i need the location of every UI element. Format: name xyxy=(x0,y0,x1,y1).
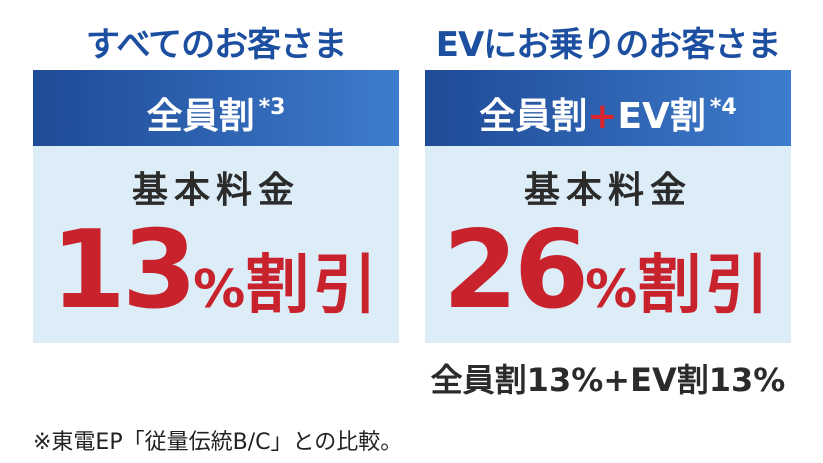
discount-box: 基本料金 13%割引 xyxy=(33,146,399,343)
panel-heading: EVにお乗りのお客さま xyxy=(435,25,782,65)
panel-ev: EVにお乗りのお客さま 全員割+EV割 *4 基本料金 26%割引 全員割13%+… xyxy=(425,20,791,401)
banner-text: 全員割 xyxy=(479,96,588,137)
discount-suffix: 割引 xyxy=(245,249,382,323)
banner-text: EV割 xyxy=(617,96,706,137)
panel-all: すべてのお客さま 全員割 *3 基本料金 13%割引 xyxy=(33,20,399,343)
note-ref: *4 xyxy=(709,95,737,120)
discount: 13%割引 xyxy=(33,216,399,357)
plus-sign: + xyxy=(587,96,618,137)
percent-sign: % xyxy=(193,260,246,320)
discount-number: 26 xyxy=(442,208,589,333)
discount-number: 13 xyxy=(50,208,197,333)
footnote: ※東電EP「従量伝統B/C」との比較。 xyxy=(33,430,403,455)
percent-sign: % xyxy=(585,260,638,320)
discount-suffix: 割引 xyxy=(637,249,774,323)
panel-heading: すべてのお客さま xyxy=(85,25,347,65)
discount-box: 基本料金 26%割引 xyxy=(425,146,791,343)
label: 基本料金 xyxy=(131,170,300,211)
label: 基本料金 xyxy=(523,170,692,211)
banner: 全員割 *3 xyxy=(33,70,399,146)
banner: 全員割+EV割 *4 xyxy=(425,70,791,146)
note-ref: *3 xyxy=(258,95,286,120)
banner-text: 全員割 xyxy=(146,96,255,137)
breakdown: 全員割13%+EV割13% xyxy=(430,361,786,399)
discount: 26%割引 xyxy=(425,216,791,357)
